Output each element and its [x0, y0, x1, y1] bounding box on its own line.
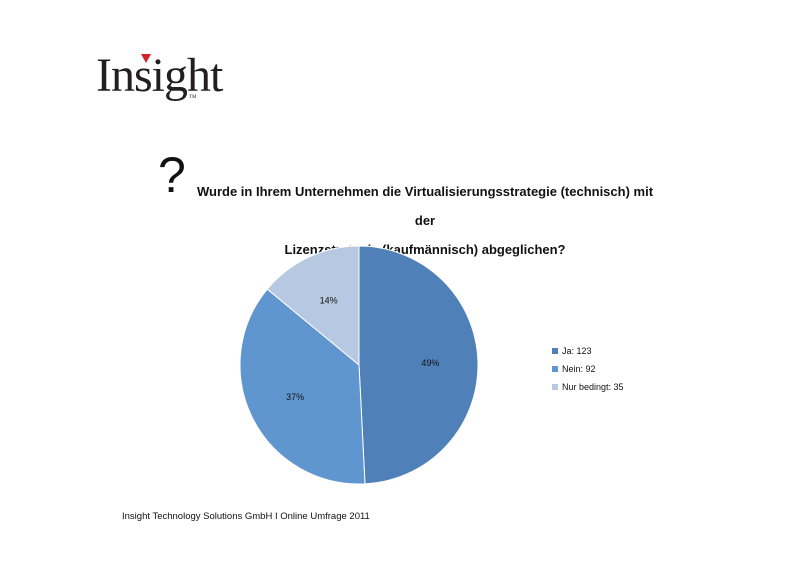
- legend-label-nur-bedingt: Nur bedingt: 35: [562, 382, 624, 392]
- legend-label-ja: Ja: 123: [562, 346, 592, 356]
- legend-item-nur-bedingt: Nur bedingt: 35: [552, 378, 624, 396]
- pie-slice-ja: [358, 245, 479, 485]
- pie-slice-nur-bedingt: [266, 245, 360, 367]
- legend-label-nein: Nein: 92: [562, 364, 596, 374]
- pie-label-nur-bedingt: 14%: [320, 295, 338, 305]
- insight-logo: Insight: [96, 49, 223, 102]
- chart-legend: Ja: 123 Nein: 92 Nur bedingt: 35: [552, 342, 624, 396]
- legend-swatch-ja: [552, 348, 558, 354]
- pie-slice-nein: [239, 288, 366, 485]
- legend-swatch-nein: [552, 366, 558, 372]
- question-mark-icon: ?: [158, 147, 186, 203]
- legend-item-ja: Ja: 123: [552, 342, 624, 360]
- pie-label-ja: 49%: [421, 358, 439, 368]
- footer-text: Insight Technology Solutions GmbH I Onli…: [122, 511, 370, 522]
- legend-item-nein: Nein: 92: [552, 360, 624, 378]
- legend-swatch-nur-bedingt: [552, 384, 558, 390]
- logo-triangle-icon: [141, 54, 151, 63]
- logo-trademark: TM: [189, 95, 197, 100]
- pie-label-nein: 37%: [286, 392, 304, 402]
- chart-title-line-1: Wurde in Ihrem Unternehmen die Virtualis…: [196, 184, 654, 228]
